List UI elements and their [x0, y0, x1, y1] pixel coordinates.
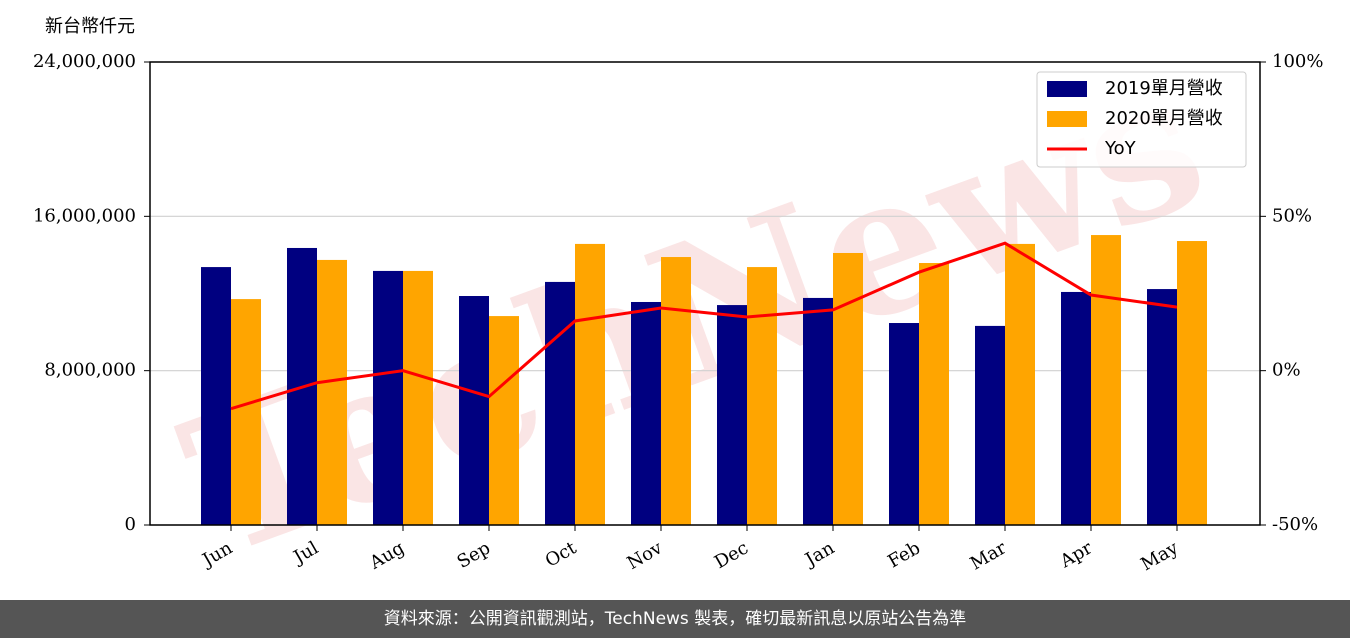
bar — [575, 243, 605, 525]
bar — [231, 299, 261, 525]
bar — [373, 270, 403, 525]
bar — [403, 270, 433, 525]
bar — [489, 316, 519, 525]
bar — [803, 297, 833, 525]
legend-swatch — [1047, 111, 1087, 127]
bar — [317, 259, 347, 525]
legend-swatch — [1047, 81, 1087, 97]
y-tick-label: 0 — [125, 514, 136, 535]
bar — [1061, 291, 1091, 525]
legend-box — [1036, 71, 1247, 168]
bar — [717, 305, 747, 525]
footer: 資料來源：公開資訊觀測站，TechNews 製表，確切最新訊息以原站公告為準 — [384, 609, 966, 629]
plot-frame — [149, 61, 1261, 526]
x-tick-label: Sep — [454, 537, 494, 572]
bar — [661, 257, 691, 525]
plot-area: 0 8,000,000 16,000,000 24,000,000 -50% 0% 50% 1… — [33, 51, 1324, 575]
y2-tick-label: 0% — [1272, 360, 1301, 381]
bar — [201, 267, 231, 525]
x-tick-label: Mar — [967, 537, 1011, 574]
line — [230, 241, 1178, 411]
y2-tick-label: -50% — [1272, 514, 1318, 535]
x-tick-label: Nov — [624, 537, 667, 574]
y-axis-label: 新台幣仟元 — [45, 16, 135, 37]
bar — [631, 301, 661, 525]
legend-label: 2019單月營收 — [1105, 78, 1223, 99]
y2-tick-label: 100% — [1272, 51, 1323, 72]
bar — [1091, 235, 1121, 525]
x-tick-label: Feb — [884, 537, 924, 572]
bar — [919, 263, 949, 525]
y2-tick-label: 50% — [1272, 205, 1312, 226]
bar — [833, 252, 863, 526]
bar — [1147, 289, 1177, 525]
x-tick-label: Jan — [800, 537, 838, 571]
bar — [459, 296, 489, 525]
bar — [1005, 243, 1035, 525]
y-tick-label: 24,000,000 — [33, 51, 136, 72]
bar — [747, 267, 777, 525]
x-tick-label: May — [1137, 537, 1182, 575]
y-tick-label: 16,000,000 — [33, 205, 136, 226]
footer-bar — [0, 600, 1350, 638]
x-tick-label: Apr — [1056, 537, 1096, 572]
x-tick-label: Oct — [542, 537, 581, 572]
y-tick-label: 8,000,000 — [44, 360, 136, 381]
x-tick-label: Dec — [711, 537, 752, 573]
bar — [889, 323, 919, 525]
bar — [975, 325, 1005, 525]
legend-label: YoY — [1104, 138, 1137, 159]
legend-label: 2020單月營收 — [1105, 108, 1223, 129]
bar — [545, 281, 575, 525]
bar — [1177, 241, 1207, 525]
